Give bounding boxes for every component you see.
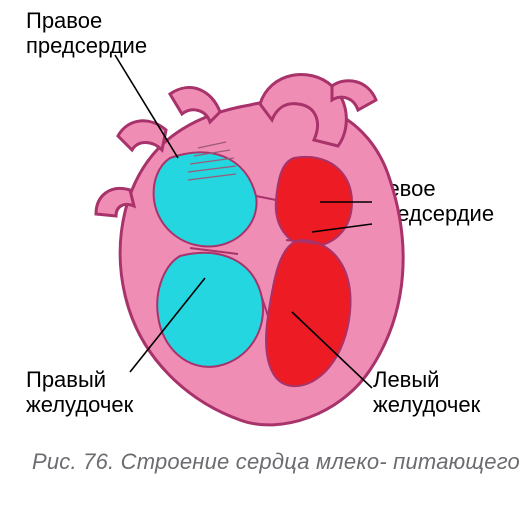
pulmonary-trunk [170, 88, 220, 122]
diagram-stage: Правое предсердие Левое предсердие Правы… [0, 0, 520, 510]
vena-cava-sup [118, 121, 166, 150]
label-right-atrium: Правое предсердие [26, 8, 147, 59]
heart-diagram [70, 60, 430, 440]
figure-caption: Рис. 76. Строение сердца млеко- питающег… [32, 448, 520, 476]
right-ventricle-chamber [157, 253, 263, 367]
heart-body [96, 74, 403, 424]
left-atrium-chamber [276, 157, 352, 246]
